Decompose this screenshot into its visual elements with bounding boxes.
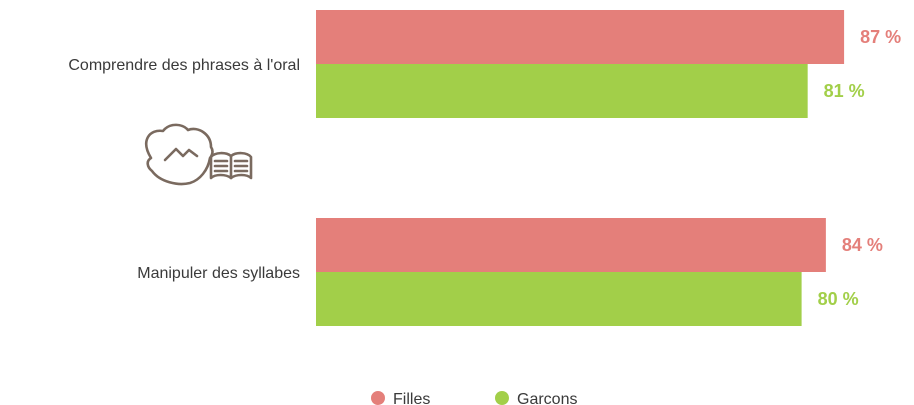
bar-filles-comprendre-des-phrases-l-oral: [316, 10, 844, 64]
child-reading-book-icon: [146, 125, 251, 184]
category-label-manipuler-des-syllabes: Manipuler des syllabes: [137, 265, 300, 282]
value-label-garcons-comprendre-des-phrases-l-oral: 81 %: [824, 81, 865, 101]
category-label-comprendre-des-phrases-l-oral: Comprendre des phrases à l'oral: [68, 57, 300, 74]
legend-label-filles: Filles: [393, 391, 430, 405]
bar-filles-manipuler-des-syllabes: [316, 218, 826, 272]
value-label-garcons-manipuler-des-syllabes: 80 %: [818, 289, 859, 309]
bar-garcons-comprendre-des-phrases-l-oral: [316, 64, 808, 118]
legend-marker-filles: [371, 391, 385, 405]
legend-marker-garcons: [495, 391, 509, 405]
legend: Filles Garcons: [371, 391, 577, 405]
bar-garcons-manipuler-des-syllabes: [316, 272, 802, 326]
bars-group: [316, 10, 844, 326]
value-label-filles-manipuler-des-syllabes: 84 %: [842, 235, 883, 255]
legend-label-garcons: Garcons: [517, 391, 577, 405]
value-label-filles-comprendre-des-phrases-l-oral: 87 %: [860, 27, 901, 47]
